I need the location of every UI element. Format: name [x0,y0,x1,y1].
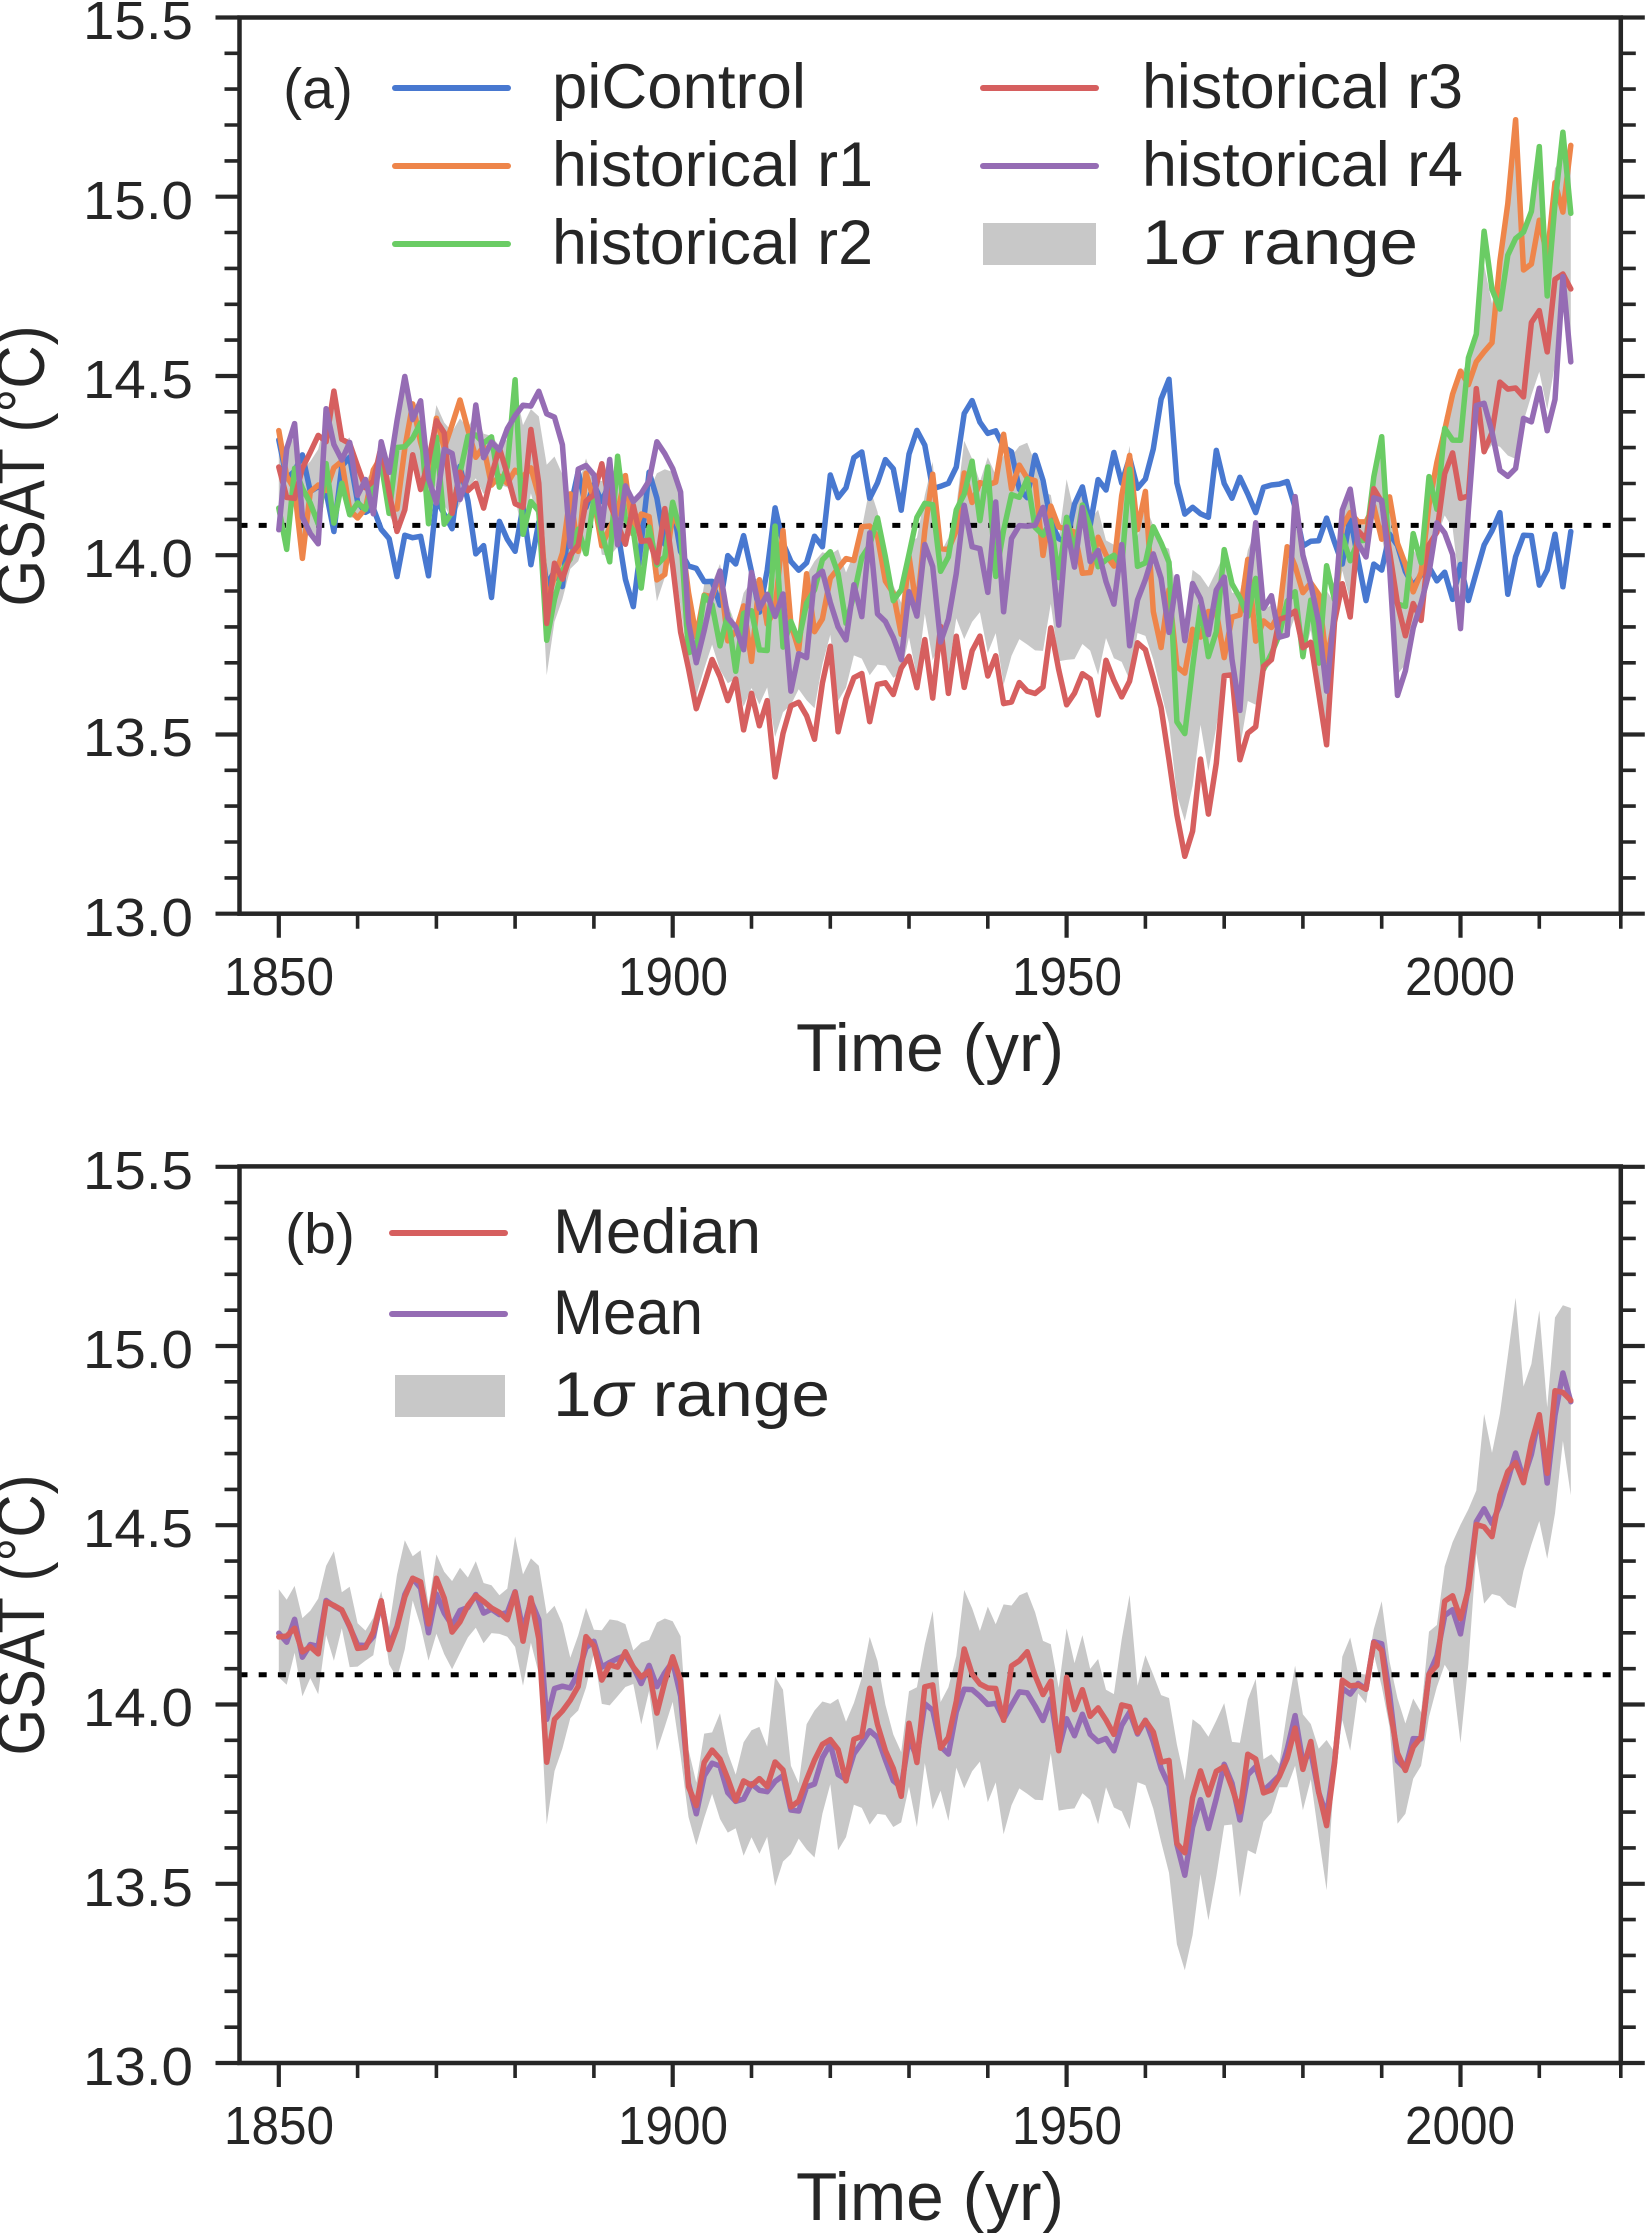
svg-text:Mean: Mean [553,1278,703,1348]
svg-text:13.5: 13.5 [83,1858,193,1918]
svg-text:13.0: 13.0 [83,2037,193,2097]
svg-text:historical r1: historical r1 [552,130,873,200]
svg-text:1σ range: 1σ range [1142,208,1418,278]
svg-text:1950: 1950 [1012,2096,1122,2156]
svg-text:(b): (b) [285,1202,355,1266]
svg-text:piControl: piControl [552,52,806,122]
svg-text:historical r2: historical r2 [552,208,873,278]
svg-text:14.0: 14.0 [83,1678,193,1738]
svg-text:2000: 2000 [1405,2096,1515,2156]
svg-text:historical r3: historical r3 [1142,52,1463,122]
svg-text:1850: 1850 [224,2096,334,2156]
svg-text:1950: 1950 [1012,947,1122,1007]
svg-text:13.5: 13.5 [83,708,193,768]
svg-text:2000: 2000 [1405,947,1515,1007]
svg-text:15.0: 15.0 [83,171,193,231]
svg-text:15.0: 15.0 [83,1320,193,1380]
svg-text:historical r4: historical r4 [1142,130,1463,200]
svg-text:GSAT (°C): GSAT (°C) [0,326,59,607]
svg-text:1850: 1850 [224,947,334,1007]
svg-text:15.5: 15.5 [83,0,193,51]
svg-text:Time (yr): Time (yr) [796,1010,1064,1086]
svg-text:14.0: 14.0 [83,529,193,589]
svg-text:14.5: 14.5 [83,350,193,410]
svg-text:Time (yr): Time (yr) [796,2159,1064,2233]
svg-text:1900: 1900 [618,947,728,1007]
svg-text:Median: Median [553,1197,761,1267]
svg-text:1900: 1900 [618,2096,728,2156]
svg-text:15.5: 15.5 [83,1141,193,1201]
svg-text:GSAT (°C): GSAT (°C) [0,1475,59,1756]
svg-text:(a): (a) [283,57,353,121]
svg-text:13.0: 13.0 [83,888,193,948]
svg-text:14.5: 14.5 [83,1499,193,1559]
svg-text:1σ range: 1σ range [553,1360,830,1430]
